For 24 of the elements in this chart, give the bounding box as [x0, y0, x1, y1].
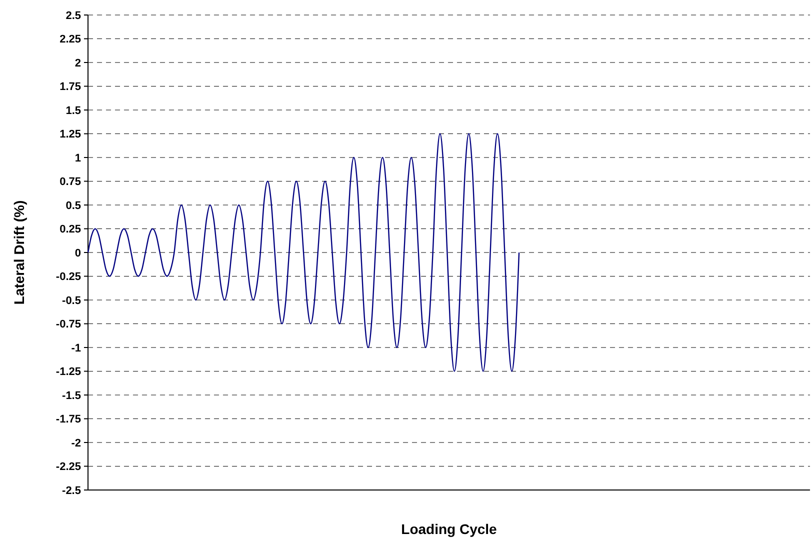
- y-tick-label: -1.75: [56, 414, 81, 426]
- y-tick-label: 1.5: [66, 104, 81, 117]
- y-tick-label: 0.75: [60, 176, 81, 188]
- y-tick-label: -2: [71, 437, 81, 450]
- y-tick-label: -2.25: [56, 461, 81, 474]
- y-tick-label: 2.25: [60, 34, 81, 46]
- y-tick-label: -0.5: [62, 294, 81, 307]
- line-series: [87, 133, 520, 372]
- y-tick-label: -1.25: [56, 366, 81, 378]
- y-tick-label: 0.25: [60, 224, 81, 236]
- y-tick-label: -1.5: [62, 390, 81, 402]
- y-tick-label: 1.75: [60, 81, 81, 94]
- y-tick-label: 1: [74, 152, 81, 164]
- y-tick-label: -0.75: [56, 318, 81, 331]
- y-tick-label: 2: [74, 57, 81, 70]
- y-tick-label: 0: [74, 247, 81, 260]
- y-axis-title: Lateral Drift (%): [11, 200, 27, 305]
- x-axis-title: Loading Cycle: [401, 521, 498, 537]
- y-tick-label: 1.25: [60, 128, 81, 141]
- y-tick-label: -1: [71, 342, 81, 354]
- y-tick-label: 2.5: [66, 10, 81, 22]
- y-tick-label: -0.25: [56, 271, 81, 284]
- y-tick-label: -2.5: [62, 484, 81, 497]
- y-tick-label: 0.5: [66, 200, 81, 212]
